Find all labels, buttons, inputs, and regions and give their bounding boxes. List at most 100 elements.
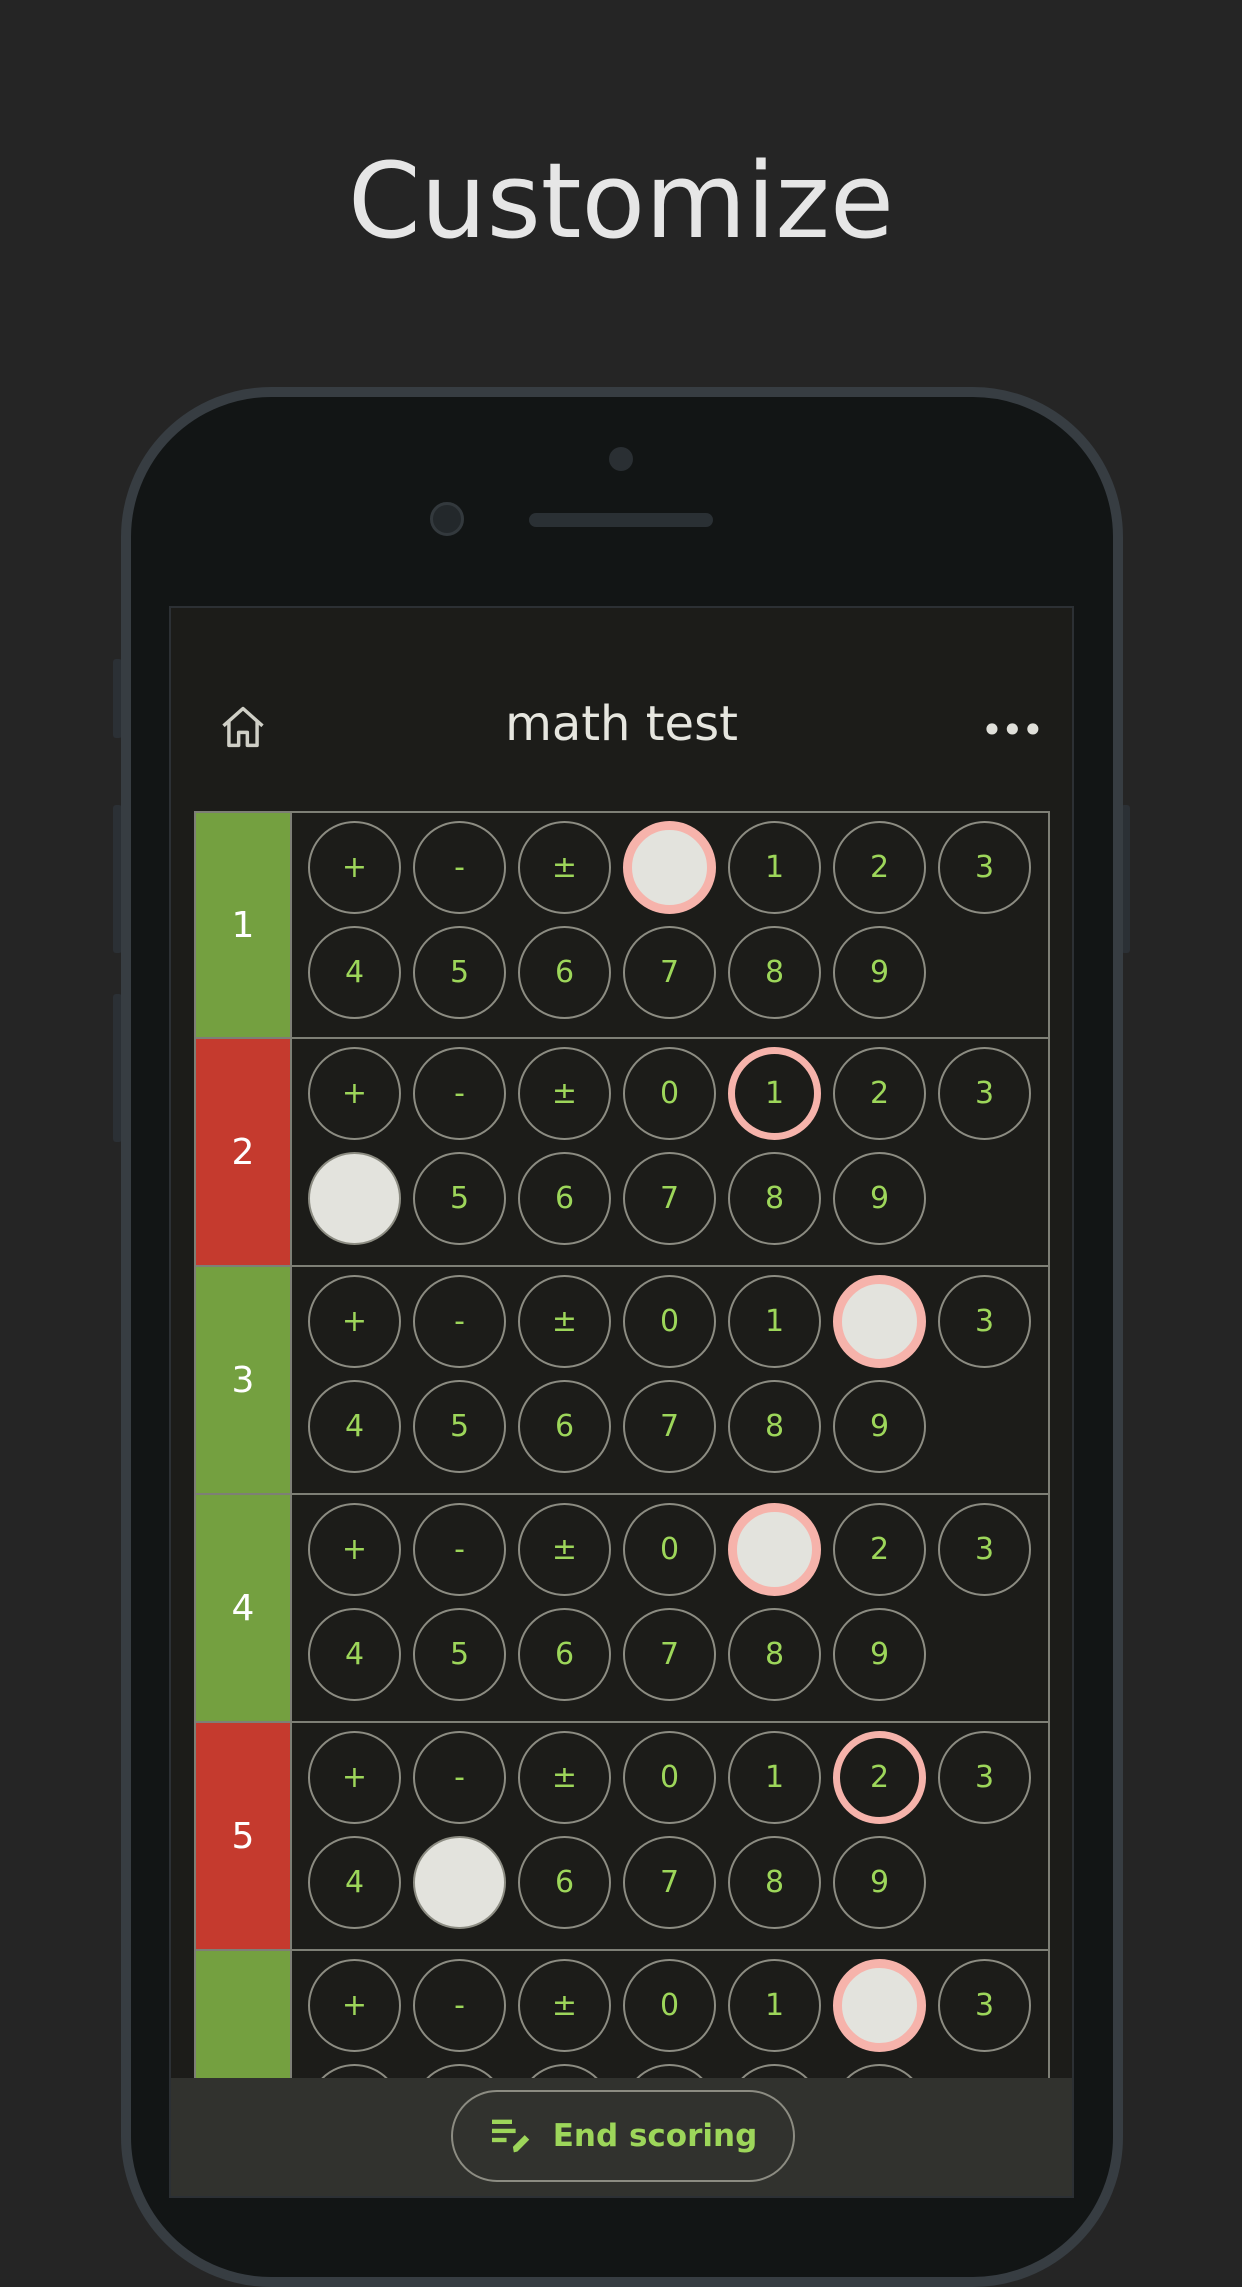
answer-bubble[interactable]: 8	[728, 926, 821, 1019]
answer-bubble[interactable]: 3	[938, 821, 1031, 914]
answer-bubble[interactable]: 4	[308, 1380, 401, 1473]
question-row: 2 + - ±0 1 2 3 5 6 7 8 9	[194, 1039, 1050, 1267]
front-camera	[430, 502, 464, 536]
question-number: 5	[196, 1723, 292, 1949]
answer-bubble[interactable]: 3	[938, 1275, 1031, 1368]
answer-bubble[interactable]: ±	[518, 1047, 611, 1140]
nav-header: math test •••	[171, 688, 1072, 768]
question-number: 3	[196, 1267, 292, 1493]
answer-bubble[interactable]: 3	[938, 1047, 1031, 1140]
answer-bubble[interactable]: 1	[728, 1959, 821, 2052]
answer-bubble[interactable]: 4	[308, 1608, 401, 1701]
answer-bubble[interactable]: 4	[308, 926, 401, 1019]
page-title: math test	[505, 696, 738, 752]
answer-bubble[interactable]: ±	[518, 1503, 611, 1596]
answer-bubble[interactable]: 2	[833, 1047, 926, 1140]
question-row: 5 + - ±0 1 2 3 4 6 7 8 9	[194, 1723, 1050, 1951]
answer-bubble[interactable]: ±	[518, 1731, 611, 1824]
answer-bubble[interactable]: 2	[833, 1503, 926, 1596]
answer-bubble[interactable]: ±	[518, 1959, 611, 2052]
more-horizontal-icon[interactable]: •••	[980, 708, 1044, 752]
answer-bubble[interactable]: 0	[623, 1047, 716, 1140]
answer-bubble[interactable]: 3	[938, 1731, 1031, 1824]
answer-bubble[interactable]: 9	[833, 1836, 926, 1929]
answer-bubble[interactable]: 7	[623, 1380, 716, 1473]
answer-options: + - ±1 2 3 4 5 6 7 8 9	[292, 813, 1048, 1037]
phone-volume-up	[113, 805, 122, 953]
answer-bubble[interactable]: 8	[728, 1836, 821, 1929]
question-number: 2	[196, 1039, 292, 1265]
answer-bubble[interactable]: 7	[623, 1152, 716, 1245]
answer-bubble[interactable]: 2	[833, 821, 926, 914]
home-icon[interactable]	[217, 702, 269, 754]
answer-bubble[interactable]: 9	[833, 926, 926, 1019]
answer-bubble[interactable]: 5	[413, 926, 506, 1019]
answer-bubble[interactable]: +	[308, 1047, 401, 1140]
answer-bubble[interactable]	[623, 821, 716, 914]
answer-bubble[interactable]: 9	[833, 1608, 926, 1701]
answer-bubble[interactable]: +	[308, 1959, 401, 2052]
answer-bubble[interactable]: -	[413, 821, 506, 914]
answer-options: + - ±0 2 3 4 5 6 7 8 9	[292, 1495, 1048, 1721]
answer-bubble[interactable]: 6	[518, 1380, 611, 1473]
answer-bubble[interactable]: -	[413, 1047, 506, 1140]
question-number: 1	[196, 813, 292, 1037]
answer-bubble[interactable]: ±	[518, 821, 611, 914]
answer-bubble[interactable]: 1	[728, 1731, 821, 1824]
answer-bubble[interactable]: 8	[728, 1152, 821, 1245]
hero-title: Customize	[348, 140, 894, 262]
answer-bubble[interactable]: ±	[518, 1275, 611, 1368]
answer-bubble[interactable]: 7	[623, 926, 716, 1019]
answer-bubble[interactable]: 7	[623, 1608, 716, 1701]
answer-bubble[interactable]: 5	[413, 1608, 506, 1701]
app-screen: math test ••• 1 + - ±1 2 3 4 5 6 7 8 9 2 + - ±0 1 2 3 5 6 7 8 9…	[169, 606, 1074, 2198]
answer-bubble[interactable]	[308, 1152, 401, 1245]
answer-bubble[interactable]: -	[413, 1275, 506, 1368]
answer-bubble[interactable]: 5	[413, 1152, 506, 1245]
answer-bubble[interactable]: 1	[728, 821, 821, 914]
answer-bubble[interactable]: 4	[308, 1836, 401, 1929]
answer-bubble[interactable]: 6	[518, 926, 611, 1019]
answer-bubble[interactable]: 0	[623, 1731, 716, 1824]
answer-bubble[interactable]: 1	[728, 1275, 821, 1368]
answer-bubble[interactable]: 0	[623, 1959, 716, 2052]
question-row: 3 + - ±0 1 3 4 5 6 7 8 9	[194, 1267, 1050, 1495]
answer-bubble[interactable]: +	[308, 1275, 401, 1368]
answer-bubble[interactable]	[833, 1275, 926, 1368]
answer-bubble[interactable]: 3	[938, 1959, 1031, 2052]
answer-bubble[interactable]: -	[413, 1731, 506, 1824]
answer-bubble[interactable]: +	[308, 1503, 401, 1596]
edit-list-icon	[491, 2119, 530, 2153]
answer-options: + - ±0 1 2 3 4 6 7 8 9	[292, 1723, 1048, 1949]
proximity-sensor	[609, 447, 633, 471]
question-row: 4 + - ±0 2 3 4 5 6 7 8 9	[194, 1495, 1050, 1723]
answer-bubble[interactable]	[413, 1836, 506, 1929]
end-scoring-label: End scoring	[552, 2118, 758, 2154]
answer-bubble[interactable]: -	[413, 1503, 506, 1596]
answer-bubble[interactable]: 7	[623, 1836, 716, 1929]
answer-bubble[interactable]: 9	[833, 1380, 926, 1473]
answer-bubble[interactable]: 2	[833, 1731, 926, 1824]
answer-bubble[interactable]: 1	[728, 1047, 821, 1140]
answer-bubble[interactable]: 0	[623, 1275, 716, 1368]
answer-bubble[interactable]: 9	[833, 1152, 926, 1245]
answer-bubble[interactable]: 6	[518, 1152, 611, 1245]
answer-bubble[interactable]: -	[413, 1959, 506, 2052]
answer-bubble[interactable]: 8	[728, 1380, 821, 1473]
answer-bubble[interactable]: 3	[938, 1503, 1031, 1596]
answer-bubble[interactable]: 6	[518, 1836, 611, 1929]
answer-bubble[interactable]: 8	[728, 1608, 821, 1701]
question-number: 4	[196, 1495, 292, 1721]
phone-mute-switch	[113, 659, 122, 738]
answer-bubble[interactable]: +	[308, 821, 401, 914]
answer-bubble[interactable]: 6	[518, 1608, 611, 1701]
answer-bubble[interactable]	[833, 1959, 926, 2052]
answer-sheet: 1 + - ±1 2 3 4 5 6 7 8 9 2 + - ±0 1 2 3 5 6 7 8 9 3 + - ±0 1 3 4 5 6 7 8 9 4…	[194, 811, 1050, 2179]
end-scoring-button[interactable]: End scoring	[451, 2090, 795, 2182]
answer-bubble[interactable]: +	[308, 1731, 401, 1824]
answer-bubble[interactable]	[728, 1503, 821, 1596]
answer-bubble[interactable]: 0	[623, 1503, 716, 1596]
answer-bubble[interactable]: 5	[413, 1380, 506, 1473]
phone-volume-down	[113, 994, 122, 1142]
